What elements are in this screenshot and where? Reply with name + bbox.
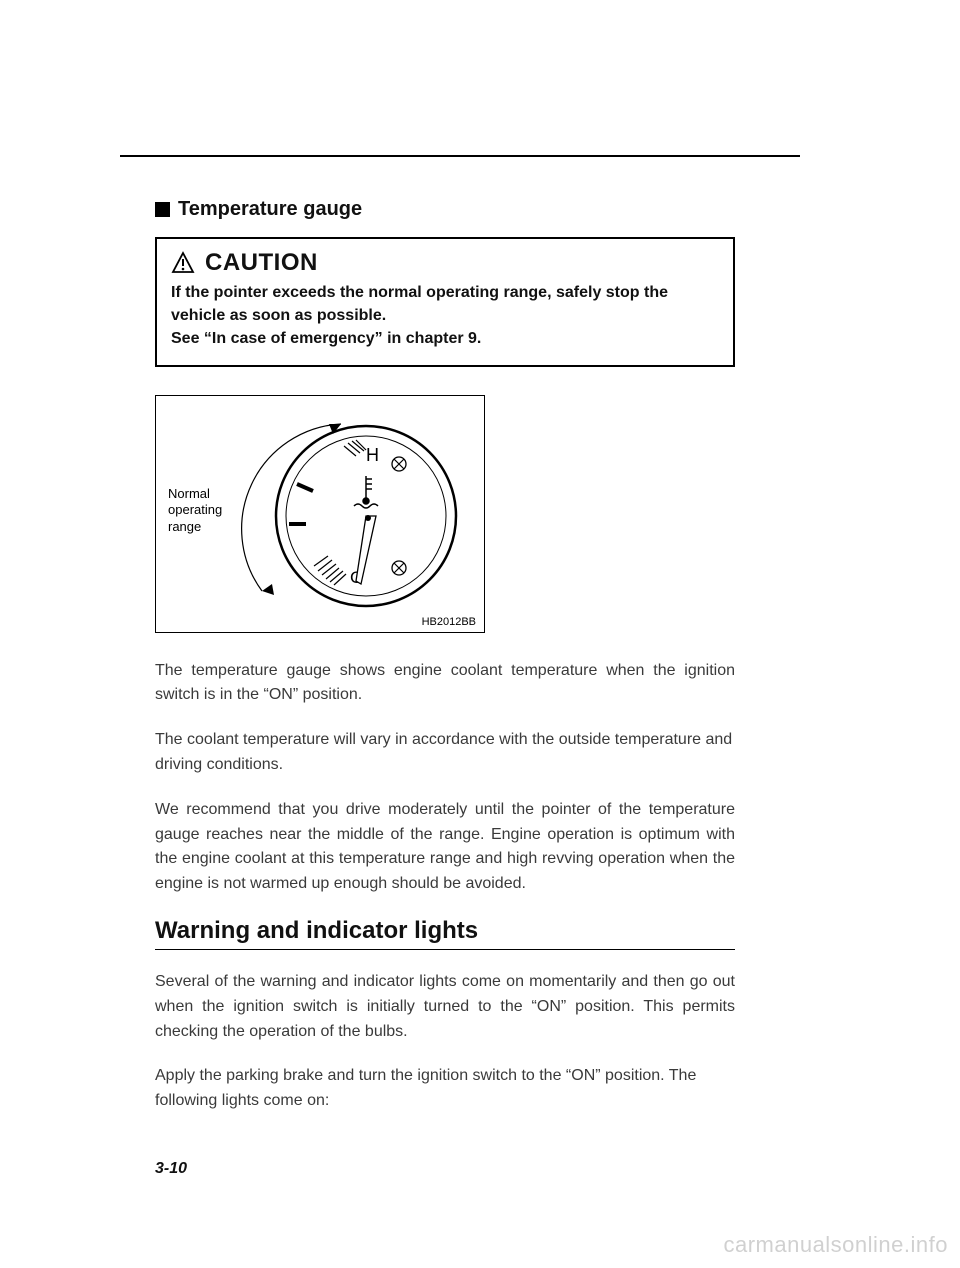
figure-code: HB2012BB	[422, 616, 476, 628]
page-number: 3-10	[155, 1160, 187, 1178]
body-paragraph-3: We recommend that you drive moderately u…	[155, 798, 735, 897]
main-heading: Warning and indicator lights	[155, 917, 735, 945]
gauge-svg: H C	[226, 406, 476, 626]
gauge-figure: Normal operating range	[155, 395, 485, 633]
body-paragraph-5: Apply the parking brake and turn the ign…	[155, 1064, 735, 1114]
body-paragraph-2: The coolant temperature will vary in acc…	[155, 728, 735, 778]
caution-header: CAUTION	[171, 249, 719, 277]
heading-rule	[155, 949, 735, 950]
section-title: Temperature gauge	[178, 198, 362, 221]
body-paragraph-4: Several of the warning and indicator lig…	[155, 970, 735, 1044]
gauge-letter-h: H	[366, 445, 379, 465]
caution-text-2: See “In case of emergency” in chapter 9.	[171, 327, 719, 350]
gauge-label-l3: range	[168, 519, 201, 534]
caution-title: CAUTION	[205, 249, 318, 277]
body-paragraph-1: The temperature gauge shows engine coola…	[155, 659, 735, 709]
caution-text-1: If the pointer exceeds the normal operat…	[171, 281, 719, 327]
gauge-label-l2: operating	[168, 502, 222, 517]
caution-box: CAUTION If the pointer exceeds the norma…	[155, 237, 735, 367]
watermark: carmanualsonline.info	[723, 1232, 948, 1258]
warning-triangle-icon	[171, 251, 195, 275]
section-heading: Temperature gauge	[155, 198, 735, 221]
page-content: Temperature gauge CAUTION If the pointer…	[155, 148, 735, 1114]
section-bullet	[155, 202, 170, 217]
gauge-label-l1: Normal	[168, 486, 210, 501]
gauge-figure-label: Normal operating range	[168, 486, 222, 537]
